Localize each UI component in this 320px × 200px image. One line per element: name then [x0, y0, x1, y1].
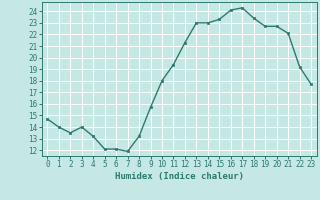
X-axis label: Humidex (Indice chaleur): Humidex (Indice chaleur) [115, 172, 244, 181]
